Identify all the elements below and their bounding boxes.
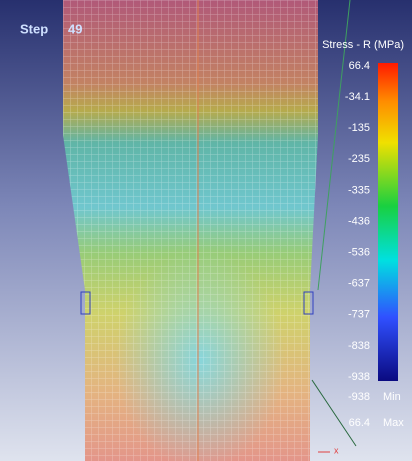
step-label: Step <box>20 21 48 36</box>
legend-tick-label: -838 <box>348 340 370 352</box>
legend-tick-label: -335 <box>348 184 370 196</box>
legend-max-value: 66.4 <box>349 417 370 429</box>
legend-tick-label: -536 <box>348 247 370 259</box>
legend-tick-label: -436 <box>348 215 370 227</box>
legend-tick-label: -737 <box>348 309 370 321</box>
legend-tick-label: 66.4 <box>349 60 370 72</box>
legend-tick-label: -135 <box>348 122 370 134</box>
support-marker <box>80 291 91 315</box>
legend-max-label: Max <box>383 417 404 429</box>
legend-min-value: -938 <box>348 391 370 403</box>
legend-tick-label: -938 <box>348 371 370 383</box>
legend-tick-label: -235 <box>348 153 370 165</box>
axis-label: x <box>334 445 339 455</box>
reference-line <box>311 379 357 447</box>
reference-line <box>317 0 351 291</box>
mesh-grid <box>63 0 318 461</box>
support-marker <box>303 291 314 315</box>
color-bar <box>378 63 398 381</box>
legend-tick-label: -34.1 <box>345 91 370 103</box>
legend-tick-label: -637 <box>348 278 370 290</box>
legend-min-label: Min <box>383 391 401 403</box>
step-number: 49 <box>68 21 82 36</box>
legend-title: Stress - R (MPa) <box>322 39 404 51</box>
